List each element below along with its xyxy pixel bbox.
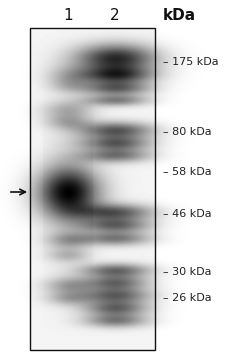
Text: kDa: kDa (163, 8, 196, 22)
Bar (30, 28, 155, 350)
Text: 2: 2 (110, 8, 120, 22)
Text: 1: 1 (63, 8, 73, 22)
Text: – 175 kDa: – 175 kDa (163, 57, 219, 67)
Text: – 26 kDa: – 26 kDa (163, 293, 212, 303)
Text: – 30 kDa: – 30 kDa (163, 267, 211, 277)
Text: – 80 kDa: – 80 kDa (163, 127, 212, 137)
Text: – 46 kDa: – 46 kDa (163, 209, 212, 219)
Text: – 58 kDa: – 58 kDa (163, 167, 212, 177)
